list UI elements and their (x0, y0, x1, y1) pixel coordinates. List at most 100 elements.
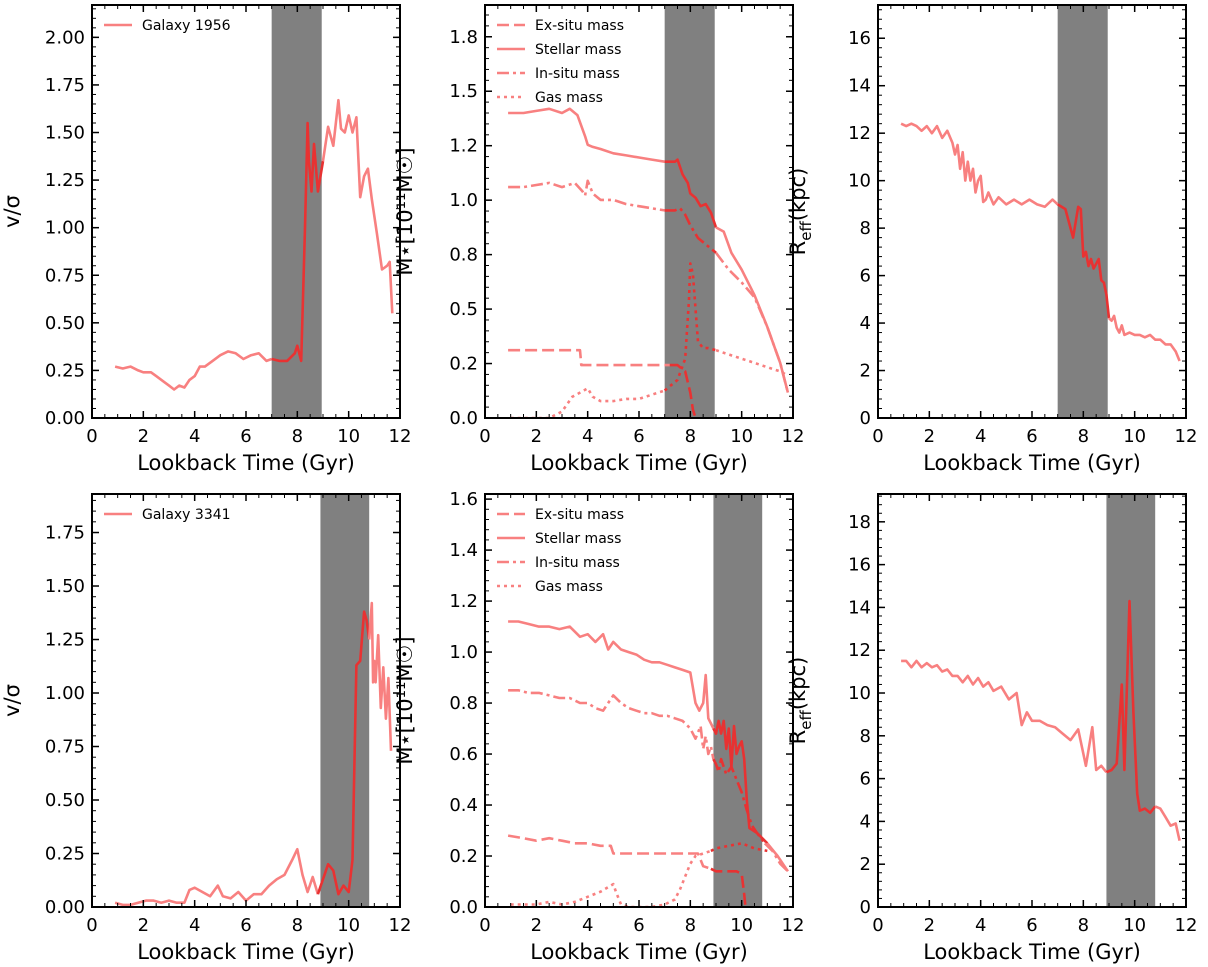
series-line-1-seg2 (1108, 314, 1181, 362)
y-axis-label: M⋆[10¹¹M☉] (393, 147, 417, 275)
x-axis-label: Lookback Time (Gyr) (923, 451, 1141, 475)
x-tick-label: 2 (138, 915, 149, 936)
series-group (900, 122, 1181, 362)
x-tick-label: 6 (1026, 915, 1037, 936)
y-tick-label: 0.2 (449, 846, 478, 867)
x-tick-label: 2 (531, 915, 542, 936)
y-tick-label: 1.6 (449, 489, 478, 510)
y-tick-label: 0.0 (449, 408, 478, 429)
x-axis-label: Lookback Time (Gyr) (137, 451, 355, 475)
x-tick-label: 0 (872, 426, 883, 447)
y-tick-label: 0 (860, 897, 871, 918)
x-tick-label: 12 (1175, 915, 1198, 936)
panel-5: 0 2 4 6 8 10 12 0.0 0.2 0.4 0.6 0.8 1.0 1.2 1.4 1.6 Look… (393, 489, 804, 964)
legend: Galaxy 1956 (104, 18, 231, 34)
x-tick-label: 12 (782, 915, 805, 936)
y-tick-label: 0.6 (449, 744, 478, 765)
y-tick-label: 12 (848, 640, 871, 661)
axes-frame (877, 4, 1187, 419)
y-tick-label: 1.75 (45, 523, 85, 544)
y-tick-label: 18 (848, 512, 871, 533)
x-tick-label: 8 (685, 915, 696, 936)
y-tick-label: 0.2 (449, 354, 478, 375)
y-tick-label: 1.5 (449, 81, 478, 102)
x-tick-label: 12 (782, 426, 805, 447)
series-line-1-seg1 (271, 121, 325, 363)
y-tick-label: 0.5 (449, 299, 478, 320)
series-line-2-seg1 (664, 158, 718, 228)
y-tick-label: 16 (848, 28, 871, 49)
legend-label: Stellar mass (535, 42, 621, 58)
y-tick-label: 1.50 (45, 123, 85, 144)
y-tick-label: 0.50 (45, 313, 85, 334)
x-tick-label: 10 (1123, 426, 1146, 447)
y-tick-label: 0.00 (45, 897, 85, 918)
series-line-3 (508, 689, 715, 760)
x-tick-label: 0 (872, 915, 883, 936)
x-tick-label: 10 (730, 426, 753, 447)
x-tick-label: 4 (582, 426, 593, 447)
y-tick-label: 0.50 (45, 790, 85, 811)
x-tick-label: 4 (189, 426, 200, 447)
series-line-2 (508, 107, 665, 163)
y-tick-label: 1.00 (45, 218, 85, 239)
series-line-4 (510, 849, 712, 907)
panel-1: 0 2 4 6 8 10 12 0.00 0.25 0.50 0.75 1.00 1.25 1.50 1.7… (0, 4, 411, 475)
shaded-band (713, 494, 763, 907)
y-tick-label: 4 (860, 313, 871, 334)
x-tick-label: 8 (292, 426, 303, 447)
y-tick-label: 8 (860, 726, 871, 747)
y-tick-label: 4 (860, 811, 871, 832)
legend-label: Galaxy 3341 (142, 507, 231, 523)
x-tick-label: 4 (189, 915, 200, 936)
x-tick-label: 12 (389, 915, 412, 936)
y-tick-label: 1.0 (449, 642, 478, 663)
y-tick-label: 0 (860, 408, 871, 429)
y-tick-label: 10 (848, 683, 871, 704)
x-axis-label: Lookback Time (Gyr) (530, 451, 748, 475)
series-line-3 (508, 179, 665, 212)
x-tick-label: 2 (531, 426, 542, 447)
x-tick-label: 8 (1078, 915, 1089, 936)
x-tick-label: 6 (633, 915, 644, 936)
y-axis-label: Reff(kpc) (786, 168, 815, 256)
x-tick-label: 8 (685, 426, 696, 447)
x-tick-label: 0 (479, 426, 490, 447)
series-line-1-seg2 (321, 98, 394, 314)
legend: Galaxy 3341 (104, 507, 231, 523)
y-tick-label: 10 (848, 171, 871, 192)
series-line-1-seg1 (316, 610, 371, 896)
y-tick-label: 2.00 (45, 27, 85, 48)
series-line-4-seg1 (663, 262, 717, 392)
x-tick-label: 10 (337, 426, 360, 447)
x-tick-label: 10 (337, 915, 360, 936)
y-tick-label: 1.8 (449, 27, 478, 48)
y-tick-label: 0.25 (45, 844, 85, 865)
x-tick-label: 2 (924, 426, 935, 447)
y-axis-label-main: R (786, 730, 810, 745)
y-tick-label: 1.2 (449, 591, 478, 612)
series-line-3-seg1 (712, 757, 766, 845)
x-tick-label: 0 (86, 426, 97, 447)
x-tick-label: 0 (86, 915, 97, 936)
y-tick-label: 0.75 (45, 737, 85, 758)
panel-6: 0 2 4 6 8 10 12 0 2 4 6 8 10 12 14 16 18 Lookback Time (G… (786, 493, 1198, 964)
series-line-1 (900, 122, 1059, 209)
series-line-1-seg2 (367, 601, 393, 751)
y-tick-label: 6 (860, 769, 871, 790)
series-line-1 (507, 834, 712, 871)
legend-label: In-situ mass (535, 555, 620, 571)
x-axis-label: Lookback Time (Gyr) (530, 940, 748, 964)
x-axis-label: Lookback Time (Gyr) (923, 940, 1141, 964)
series-line-1 (508, 348, 670, 367)
series-line-4 (510, 387, 666, 418)
x-tick-label: 6 (633, 426, 644, 447)
y-tick-label: 0.00 (45, 408, 85, 429)
legend: Ex-situ mass Stellar mass In-situ mass Gas … (497, 507, 624, 595)
legend-label: Ex-situ mass (535, 18, 624, 34)
y-tick-label: 1.2 (449, 136, 478, 157)
y-axis-label: v/σ (0, 684, 24, 717)
y-axis-label-sub: eff (797, 709, 815, 729)
series-line-2-seg2 (715, 226, 790, 393)
y-tick-label: 0.8 (449, 693, 478, 714)
